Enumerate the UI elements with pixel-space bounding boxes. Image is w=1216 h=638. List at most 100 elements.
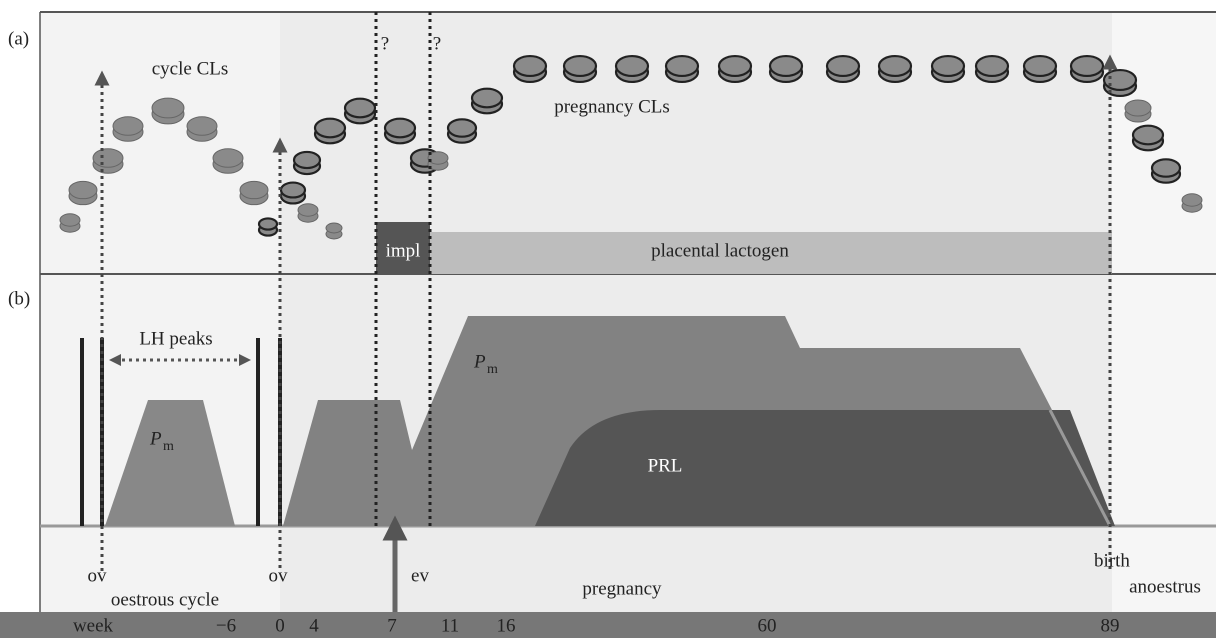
label: pregnancy CLs xyxy=(554,96,670,117)
disc xyxy=(1104,70,1136,90)
corpus-luteum xyxy=(448,119,476,142)
disc xyxy=(385,119,415,138)
disc xyxy=(60,214,80,226)
week-label: 60 xyxy=(758,615,777,636)
lh-peak xyxy=(80,338,84,526)
corpus-luteum xyxy=(879,56,911,82)
label: anoestrus xyxy=(1129,576,1201,597)
corpus-luteum xyxy=(60,214,80,232)
corpus-luteum xyxy=(294,152,320,174)
label: impl xyxy=(386,240,421,261)
disc xyxy=(1024,56,1056,76)
corpus-luteum xyxy=(315,119,345,144)
disc xyxy=(298,204,318,216)
corpus-luteum xyxy=(1125,100,1151,122)
disc xyxy=(69,181,97,198)
corpus-luteum xyxy=(719,56,751,82)
corpus-luteum xyxy=(514,56,546,82)
disc xyxy=(1133,126,1163,145)
disc xyxy=(345,99,375,118)
corpus-luteum xyxy=(326,223,342,239)
disc xyxy=(719,56,751,76)
label: ev xyxy=(411,565,429,586)
figure: (a) cycle CLs ? ? pregnancy CLs impl pla… xyxy=(0,0,1216,638)
disc xyxy=(281,183,305,198)
label: m xyxy=(487,362,498,377)
panel-label: (a) xyxy=(8,28,29,49)
disc xyxy=(213,149,243,168)
disc xyxy=(976,56,1008,76)
disc xyxy=(1071,56,1103,76)
corpus-luteum xyxy=(152,98,184,124)
disc xyxy=(326,223,342,233)
disc xyxy=(187,117,217,136)
disc xyxy=(240,181,268,198)
week-label: −6 xyxy=(216,615,236,636)
corpus-luteum xyxy=(385,119,415,144)
corpus-luteum xyxy=(298,204,318,222)
disc xyxy=(93,149,123,168)
disc xyxy=(827,56,859,76)
label: ? xyxy=(381,33,389,54)
label: ov xyxy=(88,565,108,586)
page: {"panel_a": {"label": "(a)", "cycle_labe… xyxy=(0,0,1216,638)
label: birth xyxy=(1094,550,1130,571)
corpus-luteum xyxy=(1182,194,1202,212)
disc xyxy=(315,119,345,138)
label: cycle CLs xyxy=(152,58,229,79)
timeline-bar xyxy=(0,612,1216,638)
label: oestrous cycle xyxy=(111,589,219,610)
label: ? xyxy=(433,33,441,54)
lh-peak xyxy=(256,338,260,526)
corpus-luteum xyxy=(472,89,502,114)
disc xyxy=(932,56,964,76)
corpus-luteum xyxy=(616,56,648,82)
week-label: 0 xyxy=(275,615,285,636)
disc xyxy=(564,56,596,76)
prl-area xyxy=(535,410,1115,526)
label: PRL xyxy=(648,455,683,476)
label: ov xyxy=(269,565,289,586)
corpus-luteum xyxy=(932,56,964,82)
disc xyxy=(879,56,911,76)
disc xyxy=(514,56,546,76)
corpus-luteum xyxy=(976,56,1008,82)
corpus-luteum xyxy=(281,183,305,204)
week-label: 7 xyxy=(387,615,397,636)
corpus-luteum xyxy=(1152,159,1180,182)
corpus-luteum xyxy=(666,56,698,82)
week-label: 11 xyxy=(441,615,459,636)
disc xyxy=(259,218,277,229)
corpus-luteum xyxy=(1071,56,1103,82)
disc xyxy=(152,98,184,118)
disc xyxy=(1152,159,1180,176)
label: pregnancy xyxy=(582,578,662,599)
corpus-luteum xyxy=(213,149,243,174)
label: LH peaks xyxy=(139,328,212,349)
week-label: 4 xyxy=(309,615,319,636)
disc xyxy=(616,56,648,76)
corpus-luteum xyxy=(113,117,143,142)
disc xyxy=(448,119,476,136)
panel-label: (b) xyxy=(8,288,30,309)
corpus-luteum xyxy=(93,149,123,174)
disc xyxy=(113,117,143,136)
corpus-luteum xyxy=(69,181,97,204)
corpus-luteum xyxy=(564,56,596,82)
disc xyxy=(770,56,802,76)
corpus-luteum xyxy=(187,117,217,142)
corpus-luteum xyxy=(1133,126,1163,151)
week-label: 89 xyxy=(1101,615,1120,636)
anoestrus-bg xyxy=(1112,12,1216,612)
corpus-luteum xyxy=(240,181,268,204)
week-label: week xyxy=(73,615,114,636)
week-label: 16 xyxy=(497,615,516,636)
label: placental lactogen xyxy=(651,240,789,261)
corpus-luteum xyxy=(1024,56,1056,82)
disc xyxy=(294,152,320,168)
label: m xyxy=(163,439,174,454)
disc xyxy=(1125,100,1151,116)
disc xyxy=(472,89,502,108)
corpus-luteum xyxy=(345,99,375,124)
corpus-luteum xyxy=(827,56,859,82)
